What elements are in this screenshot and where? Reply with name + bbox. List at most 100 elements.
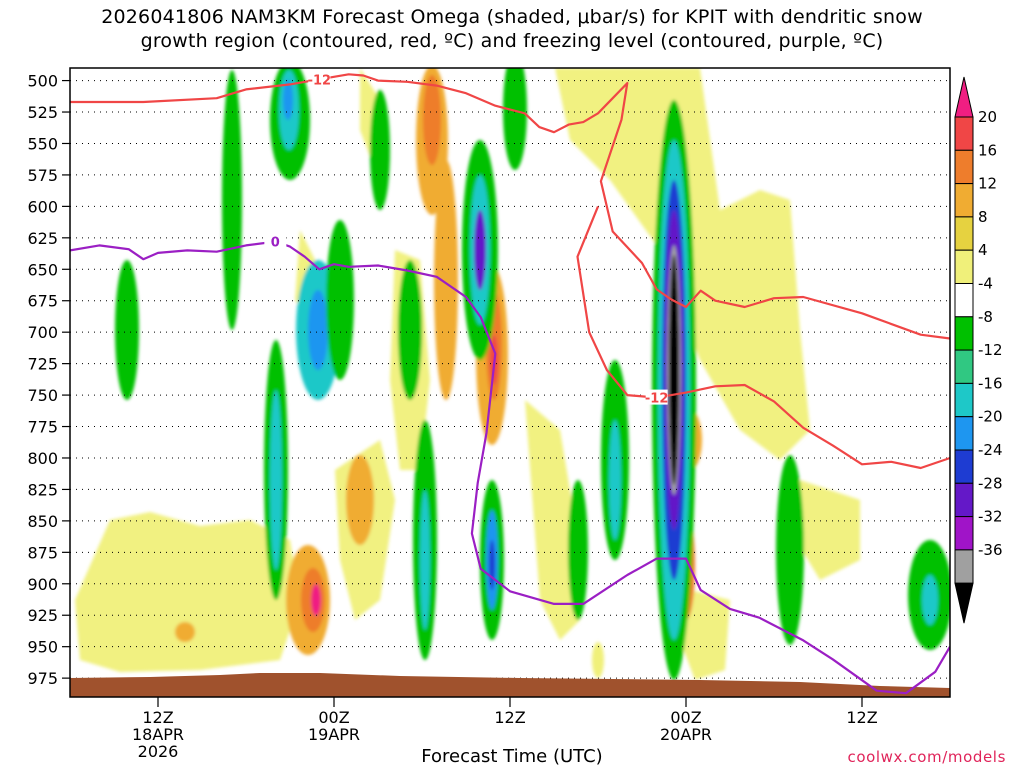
- omega-descent-core: [568, 480, 588, 620]
- colorbar-swatch: [954, 316, 974, 351]
- x-tick-label: 2026: [138, 742, 179, 761]
- colorbar-label: 12: [978, 175, 997, 193]
- colorbar-swatch: [954, 582, 974, 624]
- omega-ascent-core: [311, 584, 321, 616]
- dendritic-contour-label: -12: [308, 73, 332, 88]
- omega-ascent-core: [346, 455, 374, 545]
- y-tick-label: 625: [27, 229, 58, 248]
- y-tick-label: 525: [27, 103, 58, 122]
- y-tick-label: 650: [27, 260, 58, 279]
- dendritic-contour: [70, 73, 950, 340]
- colorbar-label: -32: [978, 508, 1003, 526]
- colorbar-label: 4: [978, 241, 988, 259]
- omega-weak-region: [680, 590, 730, 680]
- y-tick-label: 500: [27, 72, 58, 91]
- x-tick-label: 00Z: [318, 708, 349, 727]
- chart-title-line-2: growth region (contoured, red, ºC) and f…: [140, 30, 884, 52]
- x-tick-label: 00Z: [670, 708, 701, 727]
- dendritic-contour: [576, 205, 950, 470]
- y-tick-label: 875: [27, 543, 58, 562]
- y-tick-label: 550: [27, 134, 58, 153]
- omega-descent-core: [489, 540, 495, 590]
- chart-title-line-1: 2026041806 NAM3KM Forecast Omega (shaded…: [101, 6, 923, 28]
- colorbar-swatch: [954, 349, 974, 384]
- y-tick-label: 975: [27, 669, 58, 688]
- omega-descent-core: [270, 390, 282, 570]
- omega-descent-core: [222, 70, 242, 330]
- y-tick-label: 850: [27, 512, 58, 531]
- omega-shading: [75, 68, 950, 680]
- colorbar-label: -24: [978, 441, 1003, 459]
- colorbar-swatch: [954, 482, 974, 518]
- colorbar-swatch: [954, 149, 974, 185]
- colorbar-label: -4: [978, 275, 993, 293]
- colorbar: 20 16 12 8 4 -4 -8 -12 -16 -20 -24 -28 -32 -36: [954, 76, 1003, 624]
- y-tick-label: 750: [27, 386, 58, 405]
- freezing-level-contour: [70, 240, 950, 695]
- colorbar-swatch: [954, 283, 974, 318]
- x-tick-label: 20APR: [660, 725, 712, 744]
- y-axis: 500 525 550 575 600 625 650 675 700 725 750 775 800 8…: [27, 72, 70, 688]
- colorbar-label: -8: [978, 308, 993, 326]
- omega-descent-core: [115, 260, 139, 400]
- colorbar-label: 8: [978, 208, 988, 226]
- omega-descent-core: [776, 455, 804, 645]
- colorbar-swatch: [954, 382, 974, 418]
- omega-descent-core: [503, 68, 527, 170]
- freezing-level-contour-label-bg: [264, 233, 287, 249]
- x-tick-label: 12Z: [494, 708, 525, 727]
- contours: [70, 73, 950, 695]
- colorbar-swatch: [954, 116, 974, 151]
- y-tick-label: 575: [27, 166, 58, 185]
- colorbar-label: -36: [978, 541, 1003, 559]
- colorbar-swatch: [954, 549, 974, 584]
- omega-descent-core: [283, 80, 293, 120]
- y-tick-label: 825: [27, 480, 58, 499]
- x-axis-label: Forecast Time (UTC): [421, 746, 603, 767]
- colorbar-label: -12: [978, 341, 1003, 359]
- omega-descent-core: [474, 210, 486, 290]
- y-tick-label: 725: [27, 355, 58, 374]
- colorbar-label: -20: [978, 408, 1003, 426]
- y-tick-label: 600: [27, 197, 58, 216]
- omega-descent-core: [398, 260, 422, 400]
- omega-descent-core: [308, 290, 328, 370]
- omega-descent-core: [370, 90, 390, 210]
- y-tick-label: 900: [27, 575, 58, 594]
- omega-weak-region: [525, 400, 580, 640]
- colorbar-swatch: [954, 449, 974, 484]
- dendritic-contour-label-bg: [308, 71, 331, 87]
- credit-text: coolwx.com/models: [847, 748, 1006, 766]
- omega-descent-core: [669, 255, 679, 485]
- omega-ascent-core: [423, 75, 441, 165]
- omega-descent-core: [326, 220, 354, 380]
- omega-ascent-core: [175, 622, 195, 642]
- y-tick-label: 775: [27, 418, 58, 437]
- omega-descent-core: [592, 642, 604, 678]
- y-tick-label: 950: [27, 638, 58, 657]
- x-tick-label: 18APR: [132, 725, 184, 744]
- colorbar-swatch: [954, 516, 974, 551]
- contour-labels: -12 -12 0: [264, 71, 669, 407]
- colorbar-label: 16: [978, 141, 997, 159]
- x-tick-label: 19APR: [308, 725, 360, 744]
- y-tick-label: 925: [27, 606, 58, 625]
- dendritic-contour-label: -12: [645, 392, 669, 407]
- x-tick-label: 12Z: [142, 708, 173, 727]
- omega-descent-core: [922, 575, 938, 625]
- colorbar-label: -28: [978, 474, 1003, 492]
- freezing-level-contour-label: 0: [271, 236, 280, 251]
- omega-descent-core: [420, 490, 430, 630]
- colorbar-swatch: [954, 216, 974, 251]
- y-tick-label: 675: [27, 292, 58, 311]
- dendritic-contour-label-bg: [645, 389, 668, 405]
- colorbar-swatch: [954, 416, 974, 451]
- colorbar-swatch: [954, 249, 974, 284]
- omega-weak-region: [75, 512, 300, 672]
- colorbar-label: 20: [978, 108, 997, 126]
- terrain-ground: [70, 673, 950, 697]
- colorbar-swatch: [954, 183, 974, 218]
- omega-descent-core: [609, 420, 621, 540]
